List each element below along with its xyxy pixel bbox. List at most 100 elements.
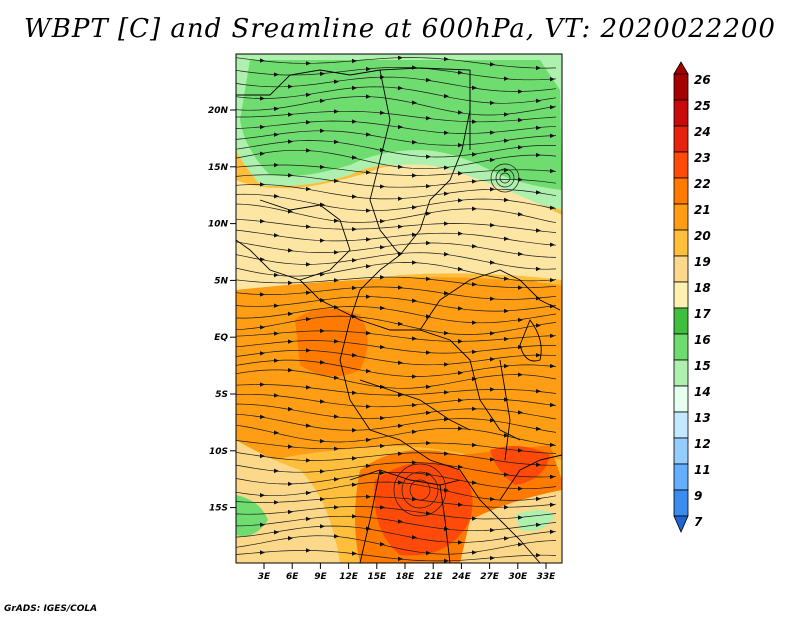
streamline-arrow — [536, 426, 541, 432]
colorbar-label: 12 — [694, 437, 711, 451]
streamline-arrow — [334, 534, 339, 539]
streamline — [236, 164, 557, 176]
streamline-arrow — [274, 358, 279, 363]
colorbar: 26 25 24 23 22 21 20 19 18 17 16 15 14 13 12 11 9 7 — [673, 61, 711, 533]
streamline — [236, 286, 557, 300]
lon-tick-label: 21E — [424, 572, 444, 582]
streamline-arrow — [334, 218, 339, 223]
streamline-arrow — [444, 93, 449, 99]
streamline-arrow — [458, 231, 463, 236]
streamline-arrow — [504, 336, 509, 342]
streamline-arrow — [398, 480, 403, 485]
lon-tick-label: 15E — [367, 572, 387, 582]
streamline-vortex — [490, 163, 520, 193]
streamline-arrow — [352, 258, 357, 263]
streamline-arrow — [550, 242, 555, 247]
streamline-arrow — [426, 384, 431, 390]
streamline-arrow — [472, 406, 477, 412]
streamline-arrow — [550, 133, 555, 138]
streamline-arrow — [458, 198, 463, 203]
streamline-vortex — [393, 463, 447, 517]
streamline — [236, 149, 557, 170]
streamline-arrow — [444, 291, 449, 296]
streamline-arrow — [504, 536, 509, 541]
streamline-arrow — [412, 535, 417, 540]
streamline-arrow — [426, 240, 431, 246]
streamline-arrow — [444, 390, 449, 395]
streamline-arrow — [490, 222, 495, 228]
streamline-arrow — [306, 290, 311, 295]
streamline-arrow — [518, 410, 523, 415]
streamline-vortex — [401, 471, 439, 509]
colorbar-arrow-bottom — [673, 515, 689, 533]
streamline-arrow — [380, 110, 385, 116]
grads-credit: GrADS: IGES/COLA — [4, 604, 98, 614]
streamline-arrow — [380, 219, 385, 224]
streamline — [236, 120, 557, 134]
colorbar-label: 11 — [694, 463, 711, 477]
streamline-arrow — [536, 389, 541, 394]
streamline-arrow — [320, 128, 325, 133]
streamline-arrow — [320, 360, 325, 365]
streamline-arrow — [550, 277, 555, 283]
streamline — [236, 96, 557, 116]
streamline-arrow — [320, 98, 325, 104]
streamline-arrow — [550, 442, 555, 448]
wbpt-region-orange — [236, 277, 562, 470]
streamline-arrow — [426, 183, 431, 189]
streamline-arrow — [490, 527, 495, 533]
streamline-arrow — [288, 509, 293, 515]
streamline-arrow — [288, 481, 293, 487]
streamline-arrow — [306, 262, 311, 267]
streamline — [236, 296, 557, 312]
lon-tick-label: 27E — [480, 572, 500, 582]
streamline-arrow — [260, 124, 265, 130]
streamline-arrow — [536, 352, 541, 358]
streamline-arrow — [352, 194, 357, 199]
streamline-arrow — [306, 120, 311, 125]
streamline-arrow — [288, 311, 293, 317]
streamline-arrow — [536, 496, 541, 502]
colorbar-label: 15 — [694, 359, 711, 373]
colorbar-label: 22 — [694, 177, 711, 191]
streamline-arrow — [320, 238, 325, 243]
streamline-arrow — [288, 248, 293, 253]
colorbar-swatch — [673, 99, 689, 127]
streamline-arrow — [260, 96, 265, 101]
streamline-arrow — [550, 76, 555, 82]
streamline-arrow — [334, 339, 339, 344]
streamline — [236, 130, 557, 146]
streamline — [236, 481, 557, 501]
streamline-arrow — [490, 296, 495, 301]
streamline-arrow — [458, 370, 463, 376]
streamline-arrow — [536, 522, 541, 528]
streamline-arrow — [260, 151, 265, 156]
streamline-arrow — [472, 442, 477, 448]
streamline-arrow — [352, 456, 357, 461]
wbpt-field — [236, 54, 562, 563]
streamline-arrow — [472, 320, 477, 325]
streamline-arrow — [490, 157, 495, 163]
streamline-arrow — [536, 553, 541, 558]
streamline-arrow — [444, 558, 449, 563]
streamline-arrow — [472, 480, 477, 485]
streamline — [236, 193, 557, 212]
streamline-arrow — [398, 392, 403, 398]
streamline-arrow — [458, 110, 463, 115]
streamline-arrow — [366, 170, 371, 175]
streamline-arrow — [412, 460, 417, 465]
streamline-arrow — [412, 140, 417, 145]
streamline-arrow — [536, 266, 541, 272]
streamline-arrow — [288, 280, 293, 286]
streamline-arrow — [426, 276, 431, 282]
streamline-arrow — [352, 58, 357, 64]
streamline-arrow — [260, 58, 265, 63]
streamline-arrow — [380, 384, 385, 390]
streamline-arrow — [260, 351, 265, 356]
wbpt-region-light-green-southeast — [515, 510, 555, 531]
streamline-arrow — [366, 463, 371, 469]
streamline-arrow — [550, 205, 555, 210]
streamline-arrow — [490, 187, 495, 192]
lon-tick-label: 18E — [396, 572, 416, 582]
streamline-arrow — [380, 542, 385, 547]
